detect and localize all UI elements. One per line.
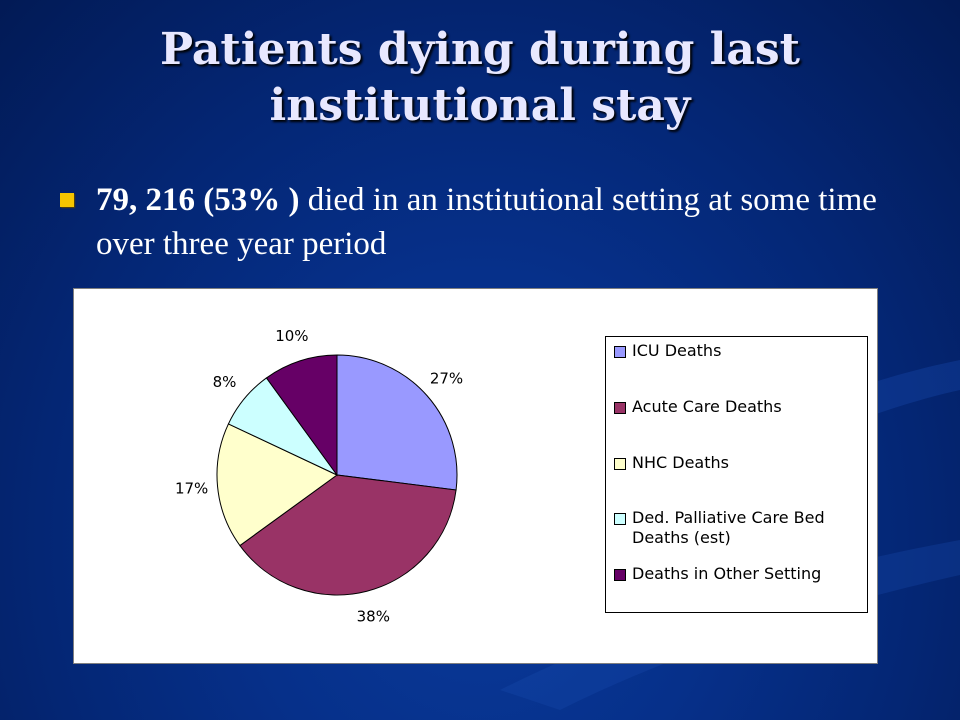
legend-swatch [614, 513, 626, 525]
title-line-2: institutional stay [269, 80, 691, 131]
title-line-1: Patients dying during last [159, 24, 801, 75]
legend-item-icu: ICU Deaths [614, 341, 869, 361]
legend-swatch [614, 346, 626, 358]
legend-label: NHC Deaths [632, 453, 729, 472]
bullet-point: 79, 216 (53% ) died in an institutional … [60, 178, 920, 266]
pie-slice-acute-care [239, 474, 457, 596]
pie-slice-other-setting [265, 354, 338, 477]
data-label-acute-care: 38% [357, 607, 390, 625]
legend-label: Deaths in Other Setting [632, 564, 822, 583]
pie-chart-area: 27% 38% 17% 8% 10% ICU Deaths Acute Care Deat… [73, 288, 878, 664]
legend-label: ICU Deaths [632, 341, 722, 360]
pie-chart: 27% 38% 17% 8% 10% [175, 327, 463, 625]
bullet-text: 79, 216 (53% ) died in an institutional … [96, 178, 920, 266]
data-label-icu: 27% [430, 369, 463, 387]
chart-legend: ICU Deaths Acute Care Deaths NHC Deaths Ded… [605, 336, 868, 613]
legend-label: Ded. Palliative Care Bed Deaths (est) [632, 508, 825, 547]
legend-swatch [614, 569, 626, 581]
data-label-palliative-care: 8% [213, 373, 237, 391]
legend-label: Acute Care Deaths [632, 397, 782, 416]
pie-slice-nhc [216, 423, 338, 547]
legend-item-acute-care: Acute Care Deaths [614, 397, 869, 417]
pie-slice-icu [336, 354, 458, 491]
slide-title: Patients dying during last institutional… [40, 22, 920, 134]
data-label-other-setting: 10% [275, 327, 308, 345]
legend-item-other-setting: Deaths in Other Setting [614, 564, 869, 584]
legend-swatch [614, 402, 626, 414]
legend-swatch [614, 458, 626, 470]
legend-item-nhc: NHC Deaths [614, 453, 869, 473]
bullet-square-icon [60, 193, 74, 207]
data-label-nhc: 17% [175, 480, 208, 498]
bullet-bold-figure: 79, 216 (53% ) [96, 182, 300, 218]
bullet-description: died in an institutional setting at some… [96, 182, 877, 262]
legend-item-palliative-care: Ded. Palliative Care Bed Deaths (est) [614, 508, 869, 548]
